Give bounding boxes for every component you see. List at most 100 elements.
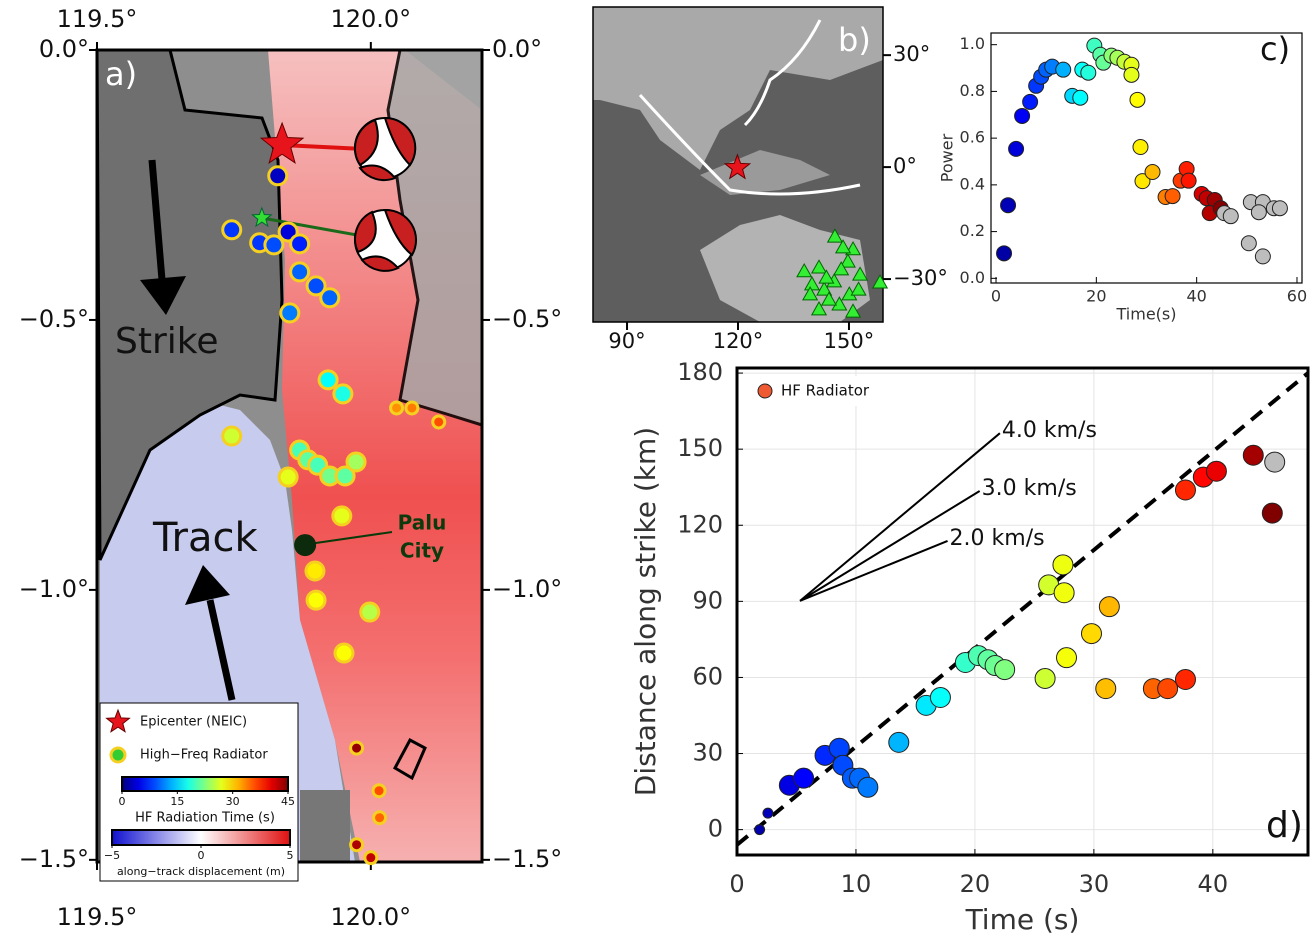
radiator: [277, 466, 299, 488]
y-tick-label: 0.4: [960, 174, 985, 193]
point: [762, 807, 774, 819]
station: [826, 228, 843, 243]
y-tick-label: 30°: [893, 42, 930, 66]
plot-frame: [990, 32, 1303, 284]
y-tick-label: 1.0: [960, 34, 985, 53]
colorbar-tick-label: 30: [226, 795, 240, 808]
x-tick-label: 40: [1186, 287, 1206, 306]
point: [857, 776, 879, 798]
point: [1250, 204, 1267, 221]
legend-label: Epicenter (NEIC): [140, 715, 247, 730]
point: [754, 824, 766, 836]
station: [802, 286, 819, 301]
point: [828, 737, 850, 759]
y-axis-label: Distance along strike (km): [629, 427, 662, 796]
x-tick-label: 30: [1079, 870, 1110, 898]
city-label: City: [400, 539, 444, 563]
point: [1222, 208, 1239, 225]
radiator: [221, 425, 243, 447]
radiator: [349, 740, 365, 756]
point: [929, 686, 951, 708]
y-tick-label: 150: [677, 434, 723, 462]
x-tick-label: 119.5°: [57, 5, 138, 33]
y-tick-label: 120: [677, 510, 723, 538]
point: [1080, 623, 1102, 645]
station: [833, 261, 850, 276]
point: [1022, 93, 1039, 110]
y-tick-label: −1.0°: [492, 575, 562, 603]
x-tick-label: 120°: [713, 329, 764, 353]
point: [1174, 479, 1196, 501]
y-tick-label: 0.8: [960, 81, 985, 100]
y-tick-label: 180: [677, 358, 723, 386]
radiator: [289, 261, 311, 283]
point: [1132, 139, 1149, 156]
point: [1052, 554, 1074, 576]
radiator: [349, 837, 365, 853]
x-tick-label: 20: [1086, 287, 1106, 306]
radiator: [332, 383, 354, 405]
point: [1123, 66, 1140, 83]
x-tick-label: 119.5°: [57, 903, 138, 931]
point: [1264, 451, 1286, 473]
station: [834, 239, 852, 254]
point: [1242, 444, 1264, 466]
point: [1080, 64, 1097, 81]
station: [810, 301, 828, 316]
radiator: [305, 275, 327, 297]
colorbar-tick-label: 0: [198, 849, 205, 862]
radiator: [263, 234, 285, 256]
colorbar: [111, 829, 291, 846]
y-tick-label: 0.6: [960, 128, 985, 147]
y-tick-label: 30: [692, 739, 723, 767]
reference-line: [799, 490, 981, 602]
point: [1261, 502, 1283, 524]
y-tick-label: −1.5°: [19, 845, 89, 873]
y-tick-label: −1.0°: [19, 575, 89, 603]
point: [1056, 647, 1078, 669]
radiator: [404, 400, 420, 416]
city-label: Palu: [398, 511, 447, 535]
epicenter: [259, 121, 305, 164]
colorbar-tick-label: 5: [287, 849, 294, 862]
point: [1095, 678, 1117, 700]
radiator: [371, 783, 387, 799]
y-tick-label: −0.5°: [492, 305, 562, 333]
x-axis-label: Time (s): [965, 903, 1080, 936]
epicenter: [723, 153, 752, 180]
point: [1008, 140, 1025, 157]
point: [1240, 235, 1257, 252]
y-tick-label: 0: [708, 815, 723, 843]
point: [1164, 188, 1181, 205]
legend-label: HF Radiator: [781, 382, 870, 400]
x-tick-label: 120.0°: [330, 5, 411, 33]
legend-symbol: [757, 383, 773, 399]
radiator: [289, 233, 311, 255]
radiator: [345, 451, 367, 473]
station: [818, 269, 835, 284]
point: [1098, 596, 1120, 618]
point: [1053, 582, 1075, 604]
reference-label: 4.0 km/s: [1002, 418, 1097, 443]
annotation: Track: [152, 515, 259, 561]
point: [1129, 91, 1146, 108]
radiator: [363, 850, 379, 866]
y-tick-label: 0.0: [960, 268, 985, 287]
x-tick-label: 10: [841, 870, 872, 898]
radiator: [389, 400, 405, 416]
point: [1134, 173, 1151, 190]
radiator: [279, 302, 301, 324]
city-marker: [294, 534, 317, 557]
x-tick-label: 150°: [824, 329, 875, 353]
station: [850, 281, 867, 296]
colorbar-tick-label: −5: [104, 849, 120, 862]
reference-line: [799, 432, 1001, 602]
radiator: [431, 414, 447, 430]
y-tick-label: −30°: [893, 266, 948, 290]
x-tick-label: 0: [729, 870, 744, 898]
point: [888, 731, 910, 753]
y-tick-label: 0.0°: [492, 35, 542, 63]
point: [994, 659, 1016, 681]
y-tick-label: 90: [692, 586, 723, 614]
